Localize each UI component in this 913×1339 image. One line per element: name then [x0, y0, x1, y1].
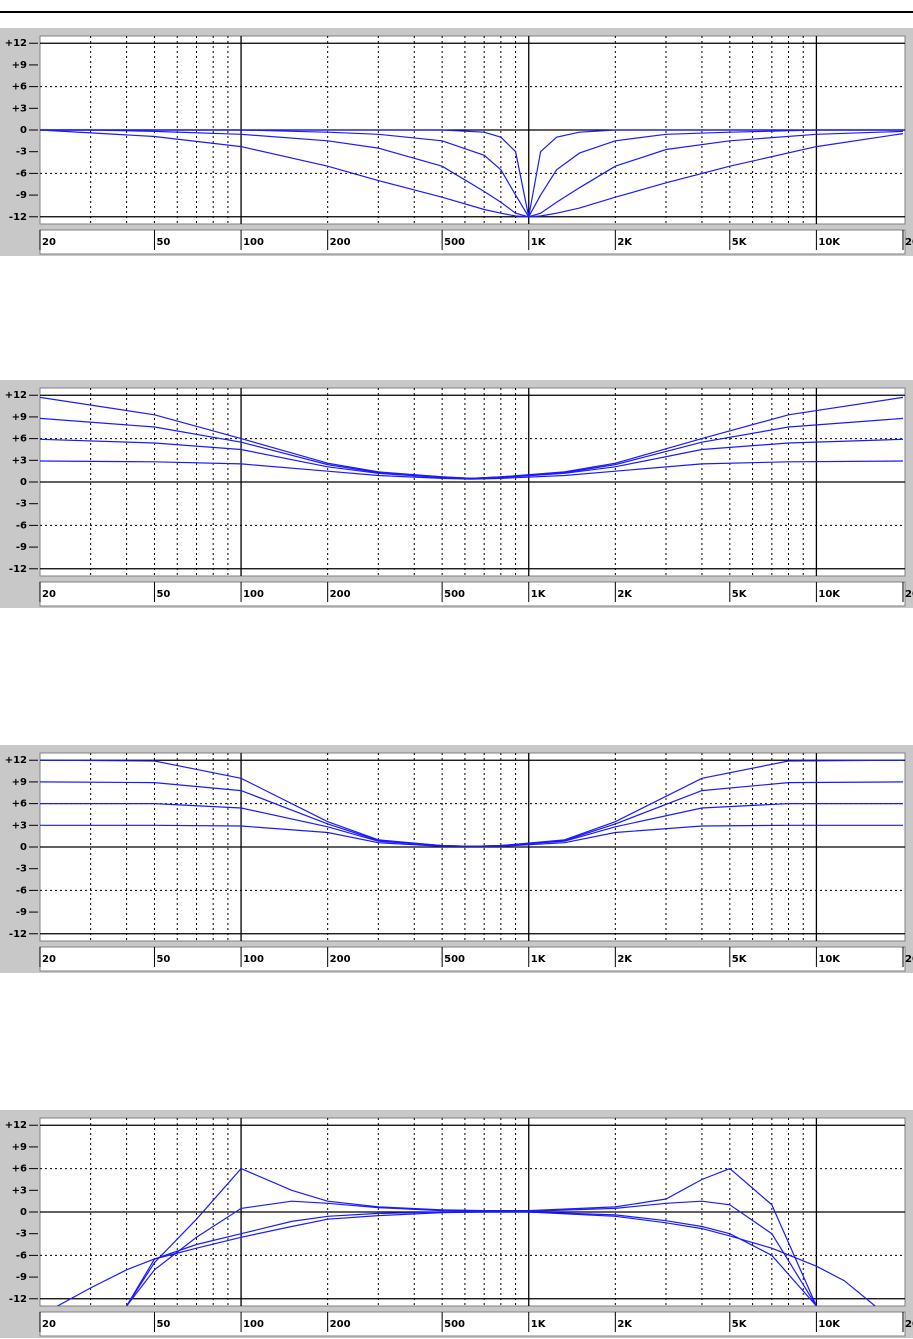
x-tick-label: 50: [156, 589, 170, 600]
response-curve: [57, 1211, 876, 1306]
x-tick-label: 5K: [732, 1319, 748, 1330]
y-tick-label: -3: [16, 147, 27, 158]
y-tick-label: +3: [12, 820, 27, 831]
y-tick-label: +3: [12, 103, 27, 114]
y-tick-label: +6: [12, 1164, 27, 1175]
y-tick-label: -6: [16, 520, 27, 531]
y-tick-label: 0: [20, 842, 27, 853]
response-curve: [126, 1200, 817, 1306]
x-tick-label: 10K: [818, 954, 841, 965]
x-tick-label: 20K: [905, 589, 913, 600]
response-curve: [40, 460, 904, 480]
x-tick-label: 20K: [905, 954, 913, 965]
y-tick-label: +3: [12, 455, 27, 466]
response-curve: [40, 438, 904, 480]
response-curve: [40, 824, 903, 847]
x-tick-label: 10K: [818, 589, 841, 600]
y-tick-label: -6: [16, 885, 27, 896]
x-tick-label: 200: [330, 1319, 351, 1330]
x-tick-label: 100: [243, 589, 264, 600]
x-tick-label: 500: [444, 589, 465, 600]
y-tick-label: 0: [20, 125, 27, 136]
y-tick-label: -3: [16, 1229, 27, 1240]
x-tick-label: 50: [156, 954, 170, 965]
x-tick-label: 2K: [617, 954, 633, 965]
y-tick-label: 0: [20, 477, 27, 488]
y-tick-label: -3: [16, 864, 27, 875]
x-tick-label: 100: [243, 237, 264, 248]
y-tick-label: +12: [5, 755, 27, 766]
x-tick-label: 500: [444, 1319, 465, 1330]
response-curve: [126, 1167, 817, 1306]
x-tick-label: 2K: [617, 1319, 633, 1330]
x-tick-label: 5K: [732, 237, 748, 248]
y-tick-label: -12: [9, 1294, 27, 1305]
y-tick-label: +9: [12, 1142, 27, 1153]
y-tick-label: +6: [12, 82, 27, 93]
y-tick-label: +9: [12, 412, 27, 423]
chart-panel: +12 +9 +6 +3 0 -3 -6 -9 -12 20 50 100 200 500 1K 2K 5K 10…: [0, 28, 913, 256]
x-tick-label: 20: [42, 237, 56, 248]
y-tick-label: -6: [16, 1250, 27, 1261]
x-tick-label: 20K: [905, 1319, 913, 1330]
y-tick-label: +6: [12, 799, 27, 810]
y-tick-label: -6: [16, 168, 27, 179]
x-tick-label: 100: [243, 954, 264, 965]
x-tick-label: 10K: [818, 1319, 841, 1330]
y-tick-label: +9: [12, 777, 27, 788]
chart-panel: +12 +9 +6 +3 0 -3 -6 -9 -12 20 50 100 200 500 1K 2K 5K 10…: [0, 745, 913, 973]
x-tick-label: 200: [330, 589, 351, 600]
x-tick-label: 2K: [617, 237, 633, 248]
x-tick-label: 20: [42, 1319, 56, 1330]
x-tick-label: 50: [156, 1319, 170, 1330]
x-tick-label: 1K: [531, 1319, 547, 1330]
x-tick-label: 200: [330, 954, 351, 965]
y-tick-label: -12: [9, 212, 27, 223]
x-tick-label: 10K: [818, 237, 841, 248]
y-tick-label: -9: [16, 542, 27, 553]
y-tick-label: +9: [12, 60, 27, 71]
x-tick-label: 2K: [617, 589, 633, 600]
x-tick-label: 500: [444, 237, 465, 248]
x-tick-label: 5K: [732, 589, 748, 600]
y-tick-label: -12: [9, 564, 27, 575]
y-tick-label: -9: [16, 907, 27, 918]
y-tick-label: +12: [5, 1120, 27, 1131]
x-tick-label: 20K: [905, 237, 913, 248]
x-label-strip: [39, 946, 906, 972]
y-tick-label: 0: [20, 1207, 27, 1218]
x-tick-label: 500: [444, 954, 465, 965]
response-curve: [40, 129, 904, 218]
x-tick-label: 5K: [732, 954, 748, 965]
y-tick-label: -12: [9, 929, 27, 940]
x-tick-label: 20: [42, 589, 56, 600]
chart-panel: +12 +9 +6 +3 0 -3 -6 -9 -12 20 50 100 200 500 1K 2K 5K 10…: [0, 380, 913, 608]
y-tick-label: -9: [16, 190, 27, 201]
x-tick-label: 1K: [531, 237, 547, 248]
x-label-strip: [39, 1311, 906, 1337]
x-tick-label: 20: [42, 954, 56, 965]
response-curve: [40, 129, 903, 217]
chart-panel: +12 +9 +6 +3 0 -3 -6 -9 -12 20 50 100 200 500 1K 2K 5K 10…: [0, 1110, 913, 1338]
y-tick-label: -9: [16, 1272, 27, 1283]
y-tick-label: -3: [16, 499, 27, 510]
x-tick-label: 100: [243, 1319, 264, 1330]
y-tick-label: +12: [5, 390, 27, 401]
x-tick-label: 50: [156, 237, 170, 248]
x-label-strip: [39, 229, 906, 255]
y-tick-label: +6: [12, 434, 27, 445]
x-tick-label: 1K: [531, 954, 547, 965]
y-tick-label: +12: [5, 38, 27, 49]
y-tick-label: +3: [12, 1185, 27, 1196]
response-curve: [40, 129, 904, 218]
x-tick-label: 200: [330, 237, 351, 248]
x-tick-label: 1K: [531, 589, 547, 600]
